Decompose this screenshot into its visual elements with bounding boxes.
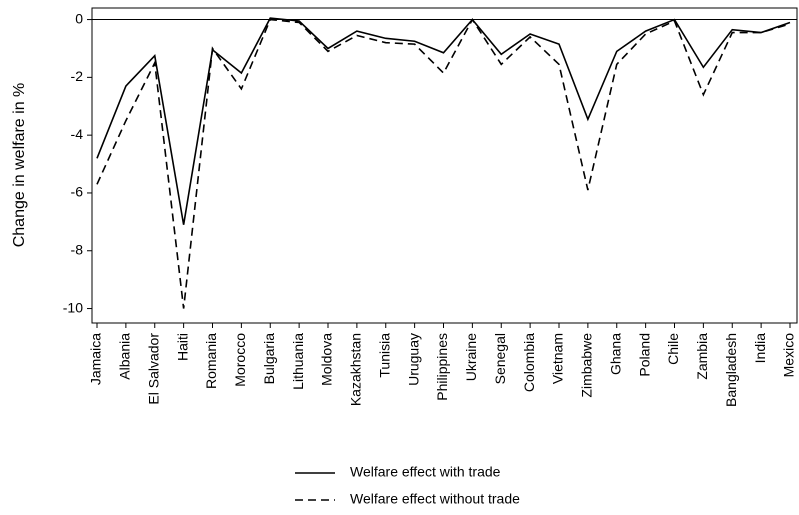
x-tick-label: Ghana xyxy=(607,333,623,375)
x-tick-label: Vietnam xyxy=(550,333,566,384)
y-tick-label: 0 xyxy=(75,10,83,26)
x-tick-label: Bulgaria xyxy=(261,333,277,385)
x-tick-label: Ukraine xyxy=(463,333,479,381)
plot-frame xyxy=(91,7,798,324)
x-tick-label: Zambia xyxy=(694,333,710,380)
x-tick-label: Lithuania xyxy=(290,333,306,390)
x-tick-label: Romania xyxy=(203,333,219,389)
legend-label: Welfare effect with trade xyxy=(350,464,501,480)
x-tick-label: Mexico xyxy=(781,333,797,378)
legend-label: Welfare effect without trade xyxy=(350,491,520,507)
x-tick-label: Bangladesh xyxy=(723,333,739,407)
x-tick-label: Philippines xyxy=(434,333,450,401)
x-tick-label: Kazakhstan xyxy=(348,333,364,406)
x-tick-label: Haiti xyxy=(174,333,190,361)
y-axis-title: Change in welfare in % xyxy=(11,83,28,248)
series-line xyxy=(96,17,791,309)
x-tick-label: India xyxy=(752,333,768,364)
x-tick-label: Jamaica xyxy=(88,333,104,385)
x-tick-label: Senegal xyxy=(492,333,508,384)
y-tick-label: -8 xyxy=(71,241,84,257)
x-tick-label: El Salvador xyxy=(145,333,161,405)
x-tick-label: Uruguay xyxy=(405,333,421,386)
x-tick-label: Morocco xyxy=(232,333,248,387)
y-tick-label: -10 xyxy=(63,299,83,315)
x-tick-label: Poland xyxy=(636,333,652,377)
x-tick-label: Tunisia xyxy=(376,333,392,378)
y-tick-label: -2 xyxy=(71,68,84,84)
x-tick-label: Chile xyxy=(665,333,681,365)
x-tick-label: Albania xyxy=(117,333,133,380)
x-tick-label: Zimbabwe xyxy=(579,333,595,398)
x-tick-label: Moldova xyxy=(319,333,335,386)
y-tick-label: -6 xyxy=(71,184,84,200)
x-tick-label: Colombia xyxy=(521,333,537,392)
y-tick-label: -4 xyxy=(71,126,84,142)
